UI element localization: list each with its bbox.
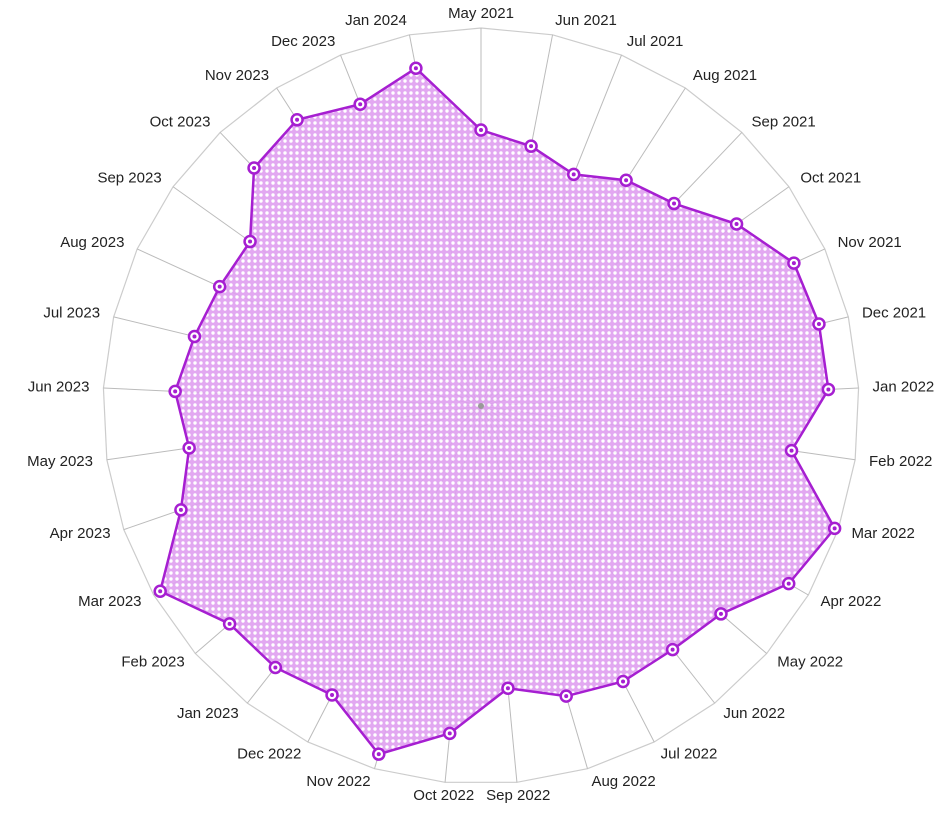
- category-label: Jun 2022: [723, 705, 785, 722]
- category-label: Nov 2022: [306, 773, 370, 790]
- point-dot: [295, 117, 300, 122]
- point-dot: [672, 201, 677, 206]
- category-label: May 2022: [777, 654, 843, 671]
- series-area: [158, 66, 837, 756]
- point-dot: [173, 389, 178, 394]
- center: [478, 403, 484, 409]
- point-dot: [832, 526, 837, 531]
- category-label: Feb 2023: [121, 654, 184, 671]
- category-label: Jan 2023: [177, 705, 239, 722]
- point-dot: [248, 239, 253, 244]
- category-label: Aug 2023: [60, 234, 124, 251]
- point-dot: [791, 261, 796, 266]
- point-dot: [816, 322, 821, 327]
- category-label: May 2021: [448, 5, 514, 22]
- point-dot: [621, 679, 626, 684]
- category-label: Aug 2022: [591, 773, 655, 790]
- category-label: Sep 2021: [752, 113, 816, 130]
- point-dot: [670, 647, 675, 652]
- point-dot: [187, 445, 192, 450]
- point-dot: [376, 752, 381, 757]
- category-label: Aug 2021: [693, 67, 757, 84]
- category-label: Mar 2023: [78, 593, 141, 610]
- category-label: Dec 2022: [237, 745, 301, 762]
- category-label: Sep 2022: [486, 787, 550, 804]
- point-dot: [358, 102, 363, 107]
- outer-ring: [102, 27, 860, 783]
- category-label: Apr 2022: [820, 593, 881, 610]
- category-label: May 2023: [27, 453, 93, 470]
- point-dot: [192, 334, 197, 339]
- category-label: Jul 2023: [43, 305, 100, 322]
- point-dot: [564, 694, 569, 699]
- point-dot: [529, 144, 534, 149]
- category-label: Sep 2023: [97, 170, 161, 187]
- point-dot: [624, 178, 629, 183]
- point-dot: [571, 172, 576, 177]
- category-label: Nov 2021: [838, 234, 902, 251]
- point-dot: [227, 621, 232, 626]
- category-label: Feb 2022: [869, 453, 932, 470]
- category-label: Oct 2021: [800, 170, 861, 187]
- category-label: Apr 2023: [50, 525, 111, 542]
- category-label: Jun 2023: [28, 378, 90, 395]
- point-dot: [158, 589, 163, 594]
- category-label: Jul 2021: [627, 33, 684, 50]
- category-label: Jul 2022: [661, 745, 718, 762]
- point-dot: [789, 448, 794, 453]
- point-dot: [505, 686, 510, 691]
- point-dot: [252, 165, 257, 170]
- category-label: Mar 2022: [851, 525, 914, 542]
- point-dot: [479, 128, 483, 133]
- point-dot: [786, 581, 791, 586]
- point-dot: [413, 66, 418, 71]
- point-dot: [330, 692, 335, 697]
- point-dot: [447, 731, 452, 736]
- category-label: Jan 2024: [345, 12, 407, 29]
- category-label: Dec 2023: [271, 33, 335, 50]
- category-label: Jun 2021: [555, 12, 617, 29]
- category-label: Nov 2023: [205, 67, 269, 84]
- category-label: Oct 2022: [413, 787, 474, 804]
- point-dot: [734, 222, 739, 227]
- category-label: Jan 2022: [873, 378, 935, 395]
- category-label: Dec 2021: [862, 305, 926, 322]
- point-dot: [178, 507, 183, 512]
- point-dot: [718, 611, 723, 616]
- point-dot: [273, 665, 278, 670]
- point-dot: [217, 284, 222, 289]
- category-label: Oct 2023: [150, 113, 211, 130]
- point-dot: [826, 387, 831, 392]
